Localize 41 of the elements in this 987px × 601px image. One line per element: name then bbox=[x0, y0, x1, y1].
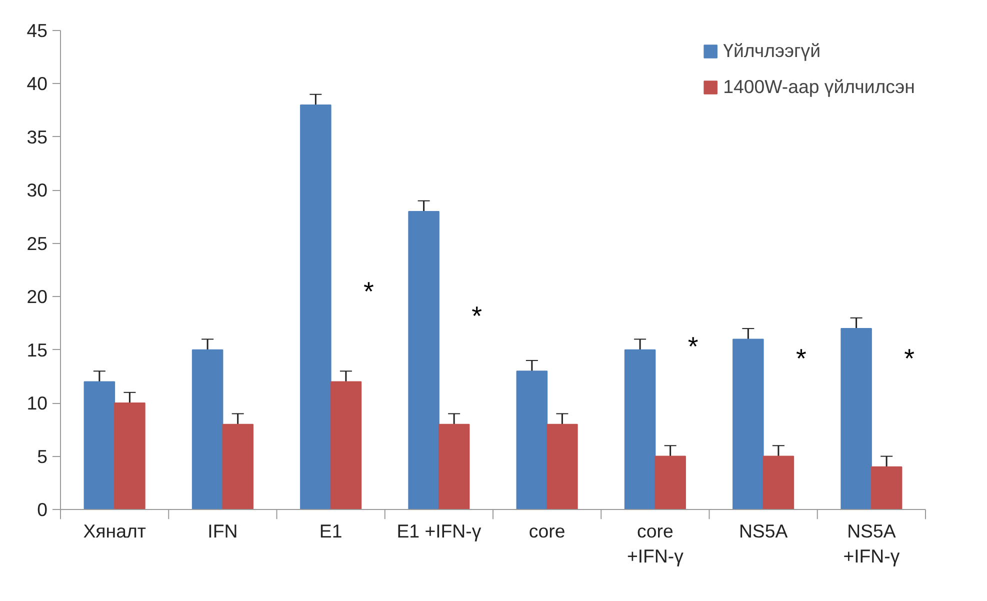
y-tick-label: 40 bbox=[26, 73, 48, 94]
legend-label: 1400W-аар үйлчилсэн bbox=[723, 76, 915, 98]
bar bbox=[300, 104, 332, 510]
bar bbox=[192, 349, 224, 510]
bar bbox=[330, 381, 362, 510]
annotation: * bbox=[363, 276, 374, 306]
legend-label: Үйлчлээгүй bbox=[723, 40, 821, 62]
x-tick-label: core +IFN-γ bbox=[626, 520, 684, 567]
bar bbox=[114, 402, 146, 510]
x-tick-label: Хяналт bbox=[83, 520, 146, 542]
x-tick-label: E1 bbox=[319, 520, 342, 542]
y-tick-label: 15 bbox=[26, 339, 48, 360]
y-tick-label: 25 bbox=[26, 232, 48, 254]
bar bbox=[84, 381, 116, 510]
annotation: * bbox=[688, 332, 698, 362]
y-tick-label: 45 bbox=[26, 20, 48, 41]
bar bbox=[516, 370, 548, 510]
annotation: * bbox=[796, 343, 806, 374]
bar bbox=[870, 466, 902, 510]
annotation: * bbox=[472, 300, 482, 331]
y-tick-label: 30 bbox=[26, 180, 48, 201]
y-tick-label: 20 bbox=[26, 286, 48, 308]
bar bbox=[408, 210, 440, 510]
x-tick-label: core bbox=[528, 520, 566, 542]
x-tick-label: NS5A +IFN-γ bbox=[843, 520, 900, 567]
bar bbox=[840, 328, 872, 510]
bar bbox=[438, 424, 470, 510]
x-tick-label: E1 +IFN-γ bbox=[396, 520, 482, 542]
bar bbox=[732, 338, 764, 510]
y-tick-label: 35 bbox=[26, 126, 48, 148]
x-tick-label: IFN bbox=[208, 520, 238, 542]
bar bbox=[654, 456, 686, 510]
y-tick-label: 10 bbox=[26, 392, 48, 414]
bar bbox=[624, 349, 656, 510]
y-tick-label: 0 bbox=[37, 499, 48, 520]
annotation: * bbox=[904, 343, 914, 374]
bar bbox=[546, 424, 578, 510]
bar bbox=[222, 424, 254, 510]
y-tick-label: 5 bbox=[37, 446, 48, 467]
bar bbox=[762, 456, 794, 510]
x-tick-label: NS5A bbox=[738, 520, 788, 542]
